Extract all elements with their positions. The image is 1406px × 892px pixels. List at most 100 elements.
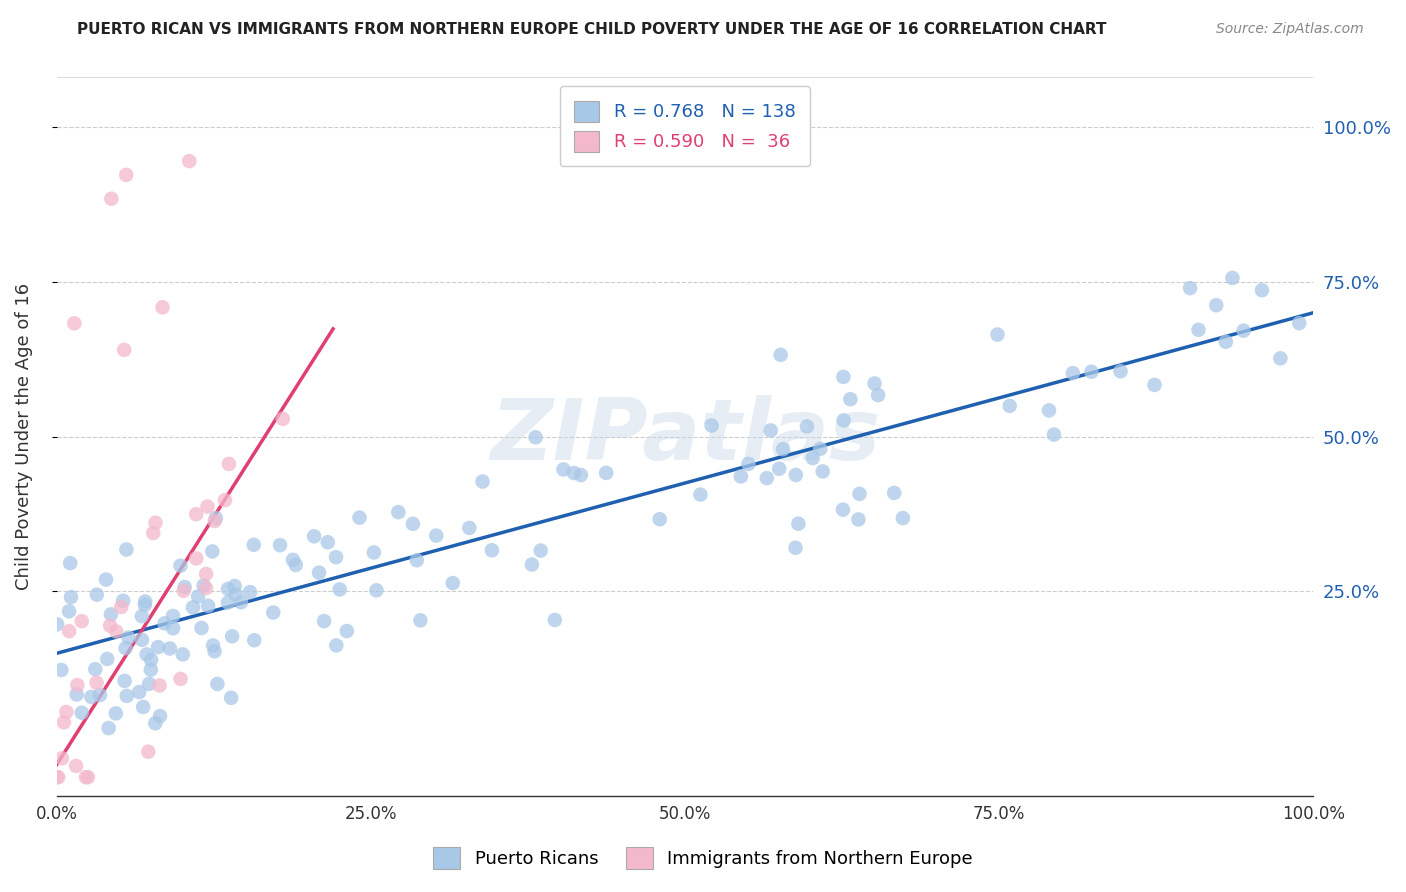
Point [89, 688, 111, 702]
Point [409, 613, 432, 627]
Point [832, 413, 855, 427]
Point [312, 614, 335, 628]
Point [152, 301, 174, 315]
Point [759, 424, 782, 438]
Point [100, 607, 122, 622]
Point [104, 706, 127, 721]
Point [112, 343, 135, 357]
Point [796, 419, 818, 434]
Point [115, 168, 138, 182]
Point [162, 609, 184, 624]
Point [139, 653, 162, 667]
Point [138, 677, 160, 691]
Point [1178, 281, 1201, 295]
Point [458, 521, 481, 535]
Point [1222, 271, 1244, 285]
Point [1080, 365, 1102, 379]
Point [97, 721, 120, 735]
Point [70, 706, 93, 720]
Point [839, 392, 862, 406]
Point [94, 573, 117, 587]
Point [1270, 351, 1292, 366]
Point [329, 582, 352, 597]
Point [349, 510, 371, 524]
Point [51, 751, 73, 765]
Legend: Puerto Ricans, Immigrants from Northern Europe: Puerto Ricans, Immigrants from Northern … [425, 838, 981, 879]
Point [730, 469, 752, 483]
Point [271, 412, 294, 426]
Point [110, 599, 132, 614]
Point [402, 516, 425, 531]
Point [146, 640, 169, 654]
Point [204, 644, 226, 658]
Point [59, 590, 82, 604]
Point [172, 648, 194, 662]
Point [51, 663, 73, 677]
Point [520, 558, 543, 572]
Point [1215, 334, 1237, 349]
Point [96, 652, 118, 666]
Point [363, 545, 385, 559]
Point [115, 542, 138, 557]
Point [243, 633, 266, 648]
Point [162, 621, 184, 635]
Point [134, 598, 156, 612]
Point [689, 487, 711, 501]
Point [195, 581, 218, 595]
Point [114, 673, 136, 688]
Point [562, 466, 585, 480]
Point [848, 512, 870, 526]
Point [201, 544, 224, 558]
Point [316, 535, 339, 549]
Point [159, 641, 181, 656]
Point [832, 370, 855, 384]
Point [553, 462, 575, 476]
Point [217, 595, 239, 609]
Point [55, 705, 77, 719]
Point [45, 770, 67, 784]
Point [405, 553, 427, 567]
Point [808, 442, 831, 456]
Point [86, 588, 108, 602]
Point [76, 770, 98, 784]
Point [128, 685, 150, 699]
Point [1109, 364, 1132, 378]
Point [1143, 378, 1166, 392]
Point [787, 516, 810, 531]
Point [1232, 324, 1254, 338]
Point [325, 639, 347, 653]
Point [143, 716, 166, 731]
Point [86, 675, 108, 690]
Point [218, 457, 240, 471]
Point [302, 529, 325, 543]
Point [193, 578, 215, 592]
Point [998, 399, 1021, 413]
Point [648, 512, 671, 526]
Point [225, 587, 247, 601]
Point [471, 475, 494, 489]
Point [262, 606, 284, 620]
Point [214, 493, 236, 508]
Point [70, 614, 93, 628]
Point [772, 442, 794, 457]
Point [204, 514, 226, 528]
Point [544, 613, 567, 627]
Point [1205, 298, 1227, 312]
Point [58, 624, 80, 639]
Point [190, 621, 212, 635]
Point [986, 327, 1008, 342]
Point [207, 677, 229, 691]
Point [66, 678, 89, 692]
Point [595, 466, 617, 480]
Point [186, 551, 208, 566]
Point [205, 511, 228, 525]
Point [186, 507, 208, 521]
Point [52, 715, 75, 730]
Point [114, 641, 136, 656]
Point [105, 624, 128, 639]
Point [179, 154, 201, 169]
Point [149, 709, 172, 723]
Point [84, 662, 107, 676]
Y-axis label: Child Poverty Under the Age of 16: Child Poverty Under the Age of 16 [15, 283, 32, 591]
Point [441, 576, 464, 591]
